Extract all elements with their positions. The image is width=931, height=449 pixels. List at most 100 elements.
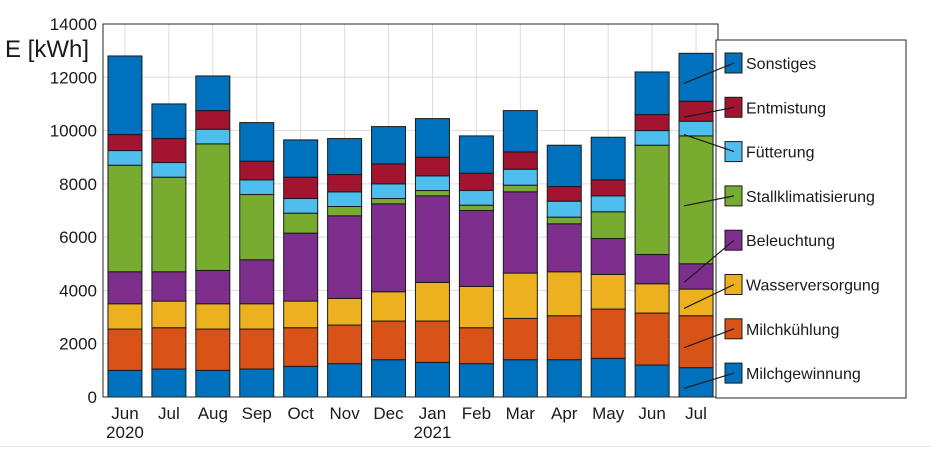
bar-segment bbox=[283, 300, 319, 329]
x-tick-label: Nov bbox=[329, 404, 360, 423]
bar-segment bbox=[678, 263, 714, 290]
bar-segment bbox=[458, 172, 494, 192]
bar-segment bbox=[414, 175, 450, 192]
x-tick-label: Apr bbox=[551, 404, 578, 423]
legend-pointer bbox=[683, 372, 735, 389]
y-tick-label: 2000 bbox=[59, 335, 97, 354]
bar-segment bbox=[107, 271, 143, 305]
bar-segment bbox=[283, 232, 319, 302]
legend-label: Wasserversorgung bbox=[746, 278, 880, 295]
bar-segment bbox=[151, 176, 187, 273]
bar-segment bbox=[590, 136, 626, 181]
y-tick-label: 12000 bbox=[50, 68, 97, 87]
bar-segment bbox=[239, 303, 275, 330]
bar-segment bbox=[151, 103, 187, 140]
x-tick-label: Oct bbox=[287, 404, 314, 423]
bar-segment bbox=[678, 120, 714, 137]
bar-segment bbox=[634, 71, 670, 116]
bottom-divider bbox=[0, 446, 931, 447]
bar-segment bbox=[151, 300, 187, 329]
legend-label: Stallklimatisierung bbox=[746, 189, 875, 206]
bar-segment bbox=[107, 134, 143, 152]
y-tick-label: 4000 bbox=[59, 281, 97, 300]
legend-pointer bbox=[683, 239, 735, 283]
x-tick-label: Mar bbox=[506, 404, 536, 423]
bar-segment bbox=[371, 320, 407, 361]
legend-pointer bbox=[683, 195, 735, 207]
bar-segment bbox=[195, 369, 231, 398]
bar-segment bbox=[239, 328, 275, 370]
legend-pointer bbox=[683, 106, 735, 118]
bars bbox=[107, 52, 714, 398]
bar-segment bbox=[195, 143, 231, 271]
bar-segment bbox=[283, 198, 319, 214]
bar-segment bbox=[151, 138, 187, 164]
bar-segment bbox=[634, 312, 670, 366]
bar-segment bbox=[590, 273, 626, 310]
bar-segment bbox=[327, 206, 363, 217]
bar-segment bbox=[371, 203, 407, 293]
bar-segment bbox=[107, 303, 143, 330]
bar-segment bbox=[151, 162, 187, 178]
bar-segment bbox=[458, 363, 494, 398]
bar-segment bbox=[371, 198, 407, 205]
bar-segment bbox=[458, 190, 494, 206]
bar-segment bbox=[502, 110, 538, 153]
bar-segment bbox=[239, 259, 275, 305]
y-tick-label: 10000 bbox=[50, 122, 97, 141]
bar-segment bbox=[590, 357, 626, 398]
bar-segment bbox=[590, 211, 626, 239]
bar-segment bbox=[678, 135, 714, 265]
legend-label: Milchgewinnung bbox=[746, 366, 861, 383]
bar-segment bbox=[678, 52, 714, 102]
bar-segment bbox=[590, 195, 626, 213]
bar-segment bbox=[546, 144, 582, 188]
legend: Sonstiges Entmistung Fütterung Stallklimati… bbox=[683, 39, 907, 399]
x-tick-label: Dec bbox=[373, 404, 404, 423]
bar-segment bbox=[634, 283, 670, 314]
bar-segment bbox=[371, 126, 407, 165]
bar-segment bbox=[458, 210, 494, 287]
bar-segment bbox=[414, 320, 450, 363]
bar-segment bbox=[590, 308, 626, 359]
bar-segment bbox=[546, 223, 582, 273]
year-label: 2020 bbox=[106, 423, 144, 442]
bar-segment bbox=[414, 281, 450, 322]
bar-segment bbox=[458, 204, 494, 212]
legend-pointer bbox=[683, 328, 735, 349]
bar-segment bbox=[195, 303, 231, 330]
legend-box bbox=[715, 39, 907, 399]
x-tick-label: May bbox=[592, 404, 625, 423]
bar-segment bbox=[195, 128, 231, 145]
y-axis-label: E [kWh] bbox=[5, 36, 89, 63]
bar-segment bbox=[502, 191, 538, 274]
bar-segment bbox=[195, 75, 231, 112]
bar-segment bbox=[458, 135, 494, 174]
legend-pointer bbox=[683, 134, 735, 153]
bar-segment bbox=[546, 271, 582, 317]
bar-segment bbox=[502, 184, 538, 193]
bar-segment bbox=[414, 190, 450, 197]
bar-segment bbox=[414, 118, 450, 158]
legend-label: Sonstiges bbox=[746, 56, 816, 73]
bar-segment bbox=[458, 327, 494, 365]
bar-segment bbox=[327, 191, 363, 208]
x-tick-label: Jul bbox=[158, 404, 180, 423]
bar-segment bbox=[590, 237, 626, 275]
bar-segment bbox=[634, 364, 670, 398]
bar-segment bbox=[546, 186, 582, 202]
bar-segment bbox=[371, 183, 407, 200]
bar-segment bbox=[414, 361, 450, 398]
bar-segment bbox=[107, 55, 143, 136]
bar-segment bbox=[151, 368, 187, 398]
bar-segment bbox=[678, 367, 714, 398]
legend-pointer bbox=[683, 283, 735, 309]
y-tick-labels: 0 2000 4000 6000 8000 10000 12000 14000 bbox=[50, 15, 97, 407]
bar-segment bbox=[634, 253, 670, 285]
bar-segment bbox=[327, 297, 363, 326]
bar-segment bbox=[239, 194, 275, 261]
x-tick-label: Jul bbox=[685, 404, 707, 423]
grid-lines bbox=[103, 24, 718, 397]
bar-segment bbox=[195, 328, 231, 371]
x-tick-label: Sep bbox=[242, 404, 272, 423]
